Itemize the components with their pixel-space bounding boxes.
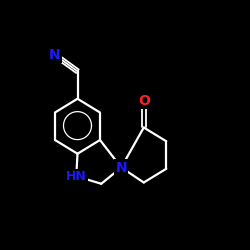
Text: HN: HN (66, 170, 87, 183)
Text: O: O (138, 94, 150, 108)
Text: N: N (116, 160, 127, 174)
Text: N: N (49, 48, 61, 62)
